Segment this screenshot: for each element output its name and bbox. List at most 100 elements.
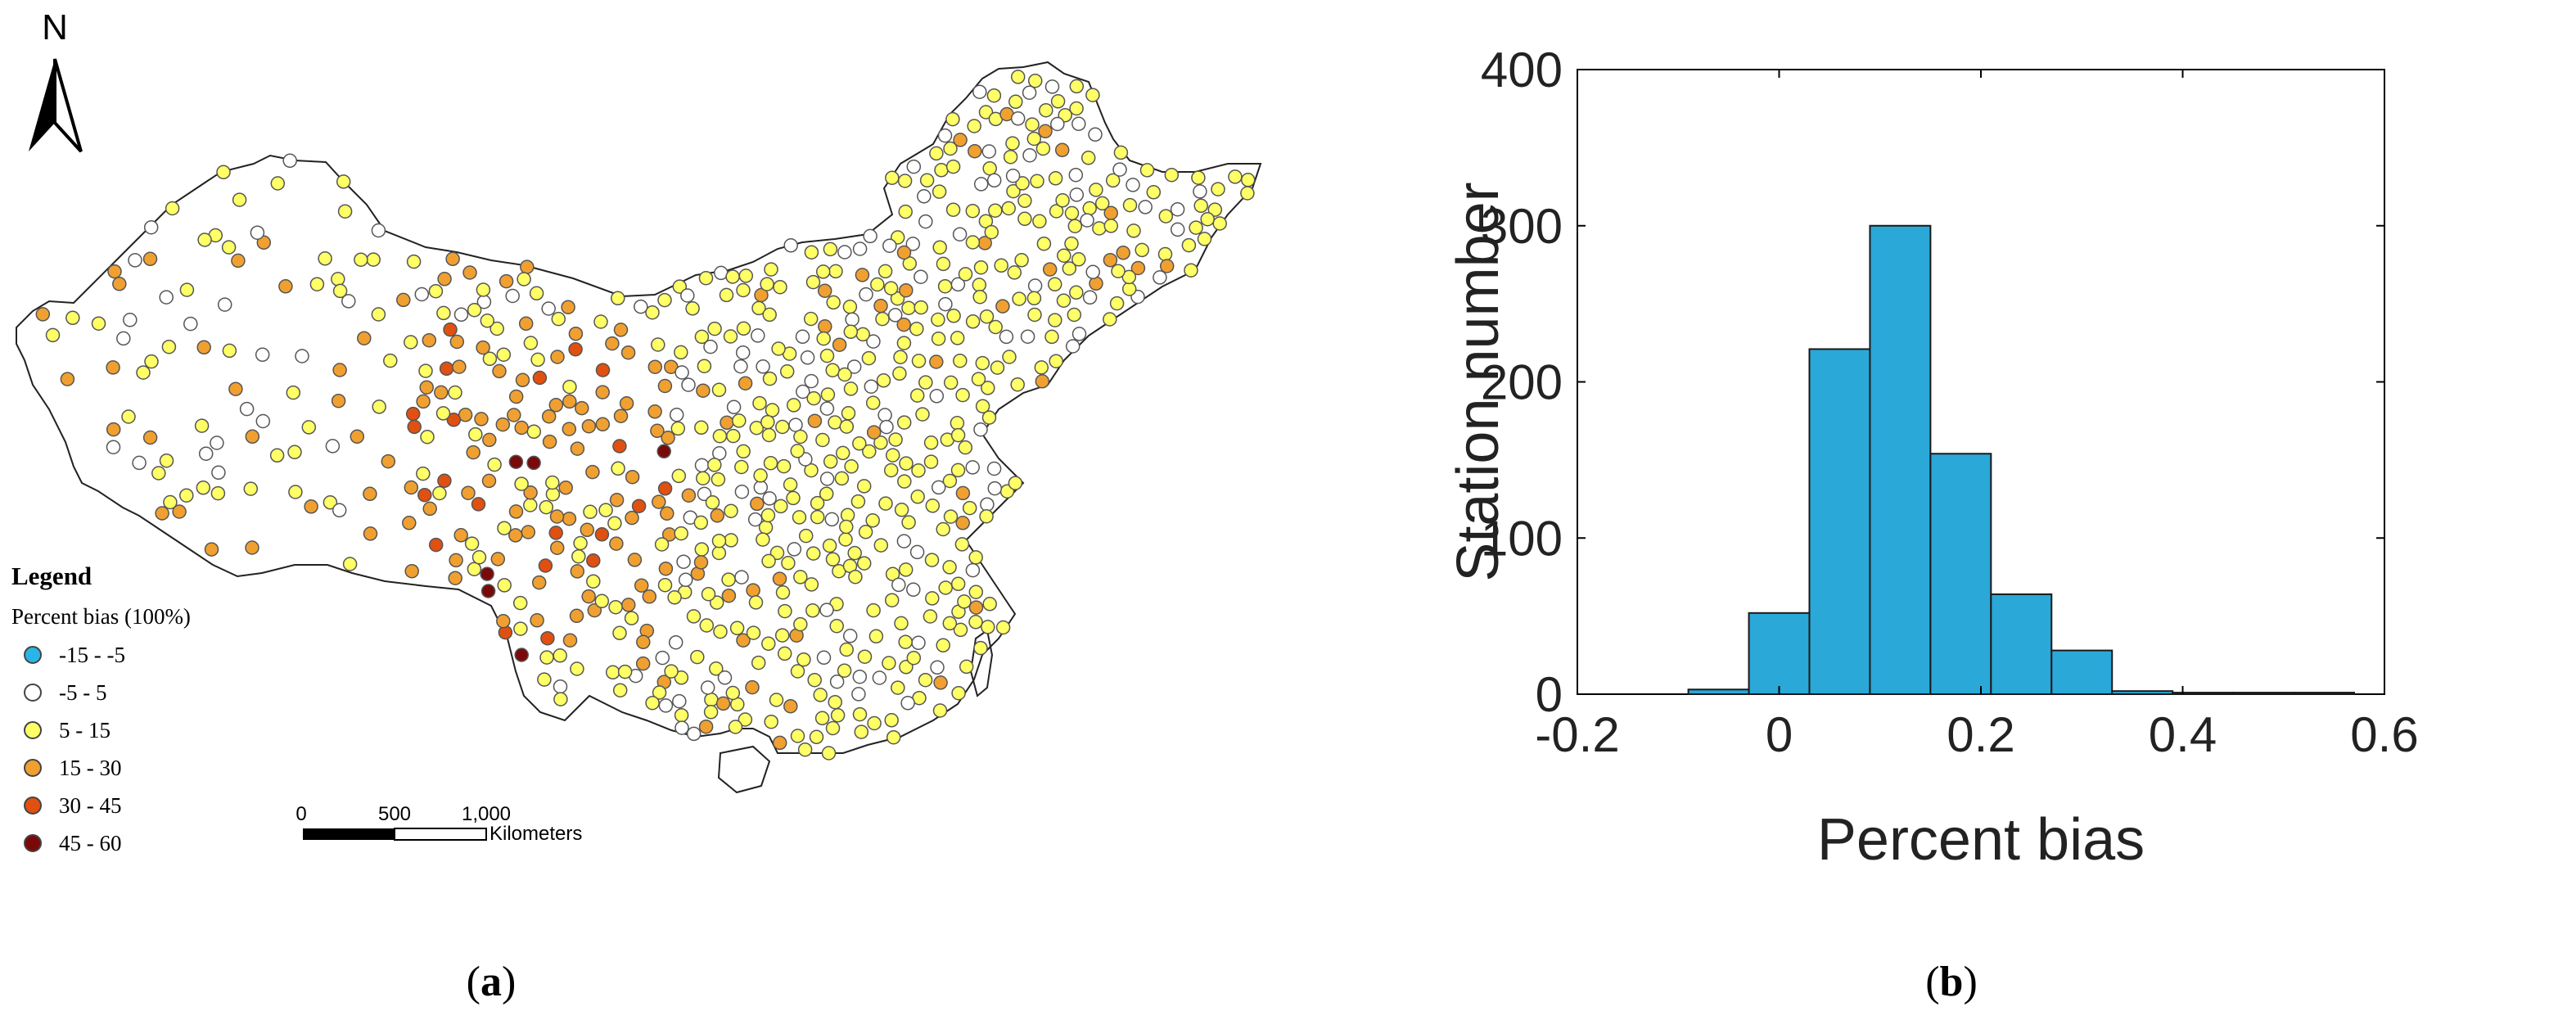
station-point [971,372,986,386]
station-point [738,376,753,390]
station-point [405,406,421,422]
station-point [771,341,786,356]
station-point [772,735,787,751]
station-point [981,144,997,159]
station-point [878,496,893,511]
histogram-bar [1869,224,1932,695]
station-point [513,621,528,636]
scale-tick-500: 500 [378,803,411,825]
station-point [674,707,689,723]
station-point [1207,202,1223,217]
station-point [539,650,554,665]
station-point [973,177,989,192]
station-point [607,516,622,530]
station-point [896,336,912,350]
station-point [1001,201,1016,216]
station-point [416,394,431,409]
station-point [508,389,524,404]
station-point [598,503,613,517]
station-point [965,314,981,329]
station-point [523,485,538,500]
station-point [231,253,246,269]
station-point [968,600,984,615]
station-point [795,329,810,345]
station-point [852,241,868,256]
station-point [707,321,722,336]
station-point [1088,127,1103,142]
station-point [820,387,836,402]
station-point [825,363,840,377]
station-point [879,419,894,435]
station-point [583,504,598,520]
station-point [1049,354,1063,368]
station-point [404,563,419,579]
station-point [865,513,880,528]
station-point [112,277,127,291]
station-point [656,444,671,459]
station-point [1027,278,1043,293]
station-point [981,620,995,634]
station-point [901,515,916,530]
station-point [816,650,832,666]
scale-unit: Kilometers [489,823,582,845]
x-axis-ticks: -0.2 0 0.2 0.4 0.6 [1535,70,2419,762]
station-point [748,595,764,610]
station-point [428,537,444,553]
station-point [724,533,738,548]
station-point [497,521,512,535]
station-point [245,540,259,555]
station-point [925,499,941,513]
station-point [804,373,819,389]
station-point [179,488,194,503]
station-point [932,703,948,718]
station-point [658,698,674,713]
legend-subtitle: Percent bias (100%) [11,604,191,629]
station-point [651,337,665,352]
station-point [1071,252,1086,267]
station-point [1035,141,1051,156]
station-point [775,585,791,600]
map-legend: Legend Percent bias (100%) -15 - -5 -5 - … [11,562,191,855]
histogram-bar [1808,348,1871,695]
station-point [523,498,538,512]
station-point [407,419,422,435]
station-point [861,350,877,366]
station-point [443,322,458,337]
station-point [612,683,628,697]
station-point [464,536,480,551]
station-point [657,577,673,593]
station-point [725,685,741,701]
station-point [936,256,951,272]
station-point [1010,377,1025,392]
station-point [1089,183,1103,197]
station-point [217,297,232,312]
station-point [196,481,211,495]
station-point [686,726,702,742]
station-point [553,692,568,706]
station-point [1103,252,1118,268]
station-point [594,593,610,609]
station-point [667,590,682,605]
station-point [514,420,529,436]
station-point [255,347,270,363]
map-canvas: N Legend Percent bias (100%) -15 - -5 -5 … [11,7,1262,1005]
station-point [1003,149,1018,165]
station-point [945,159,961,174]
station-point [396,292,411,308]
station-point [950,463,966,478]
station-point [143,219,159,235]
scale-tick-1000: 1,000 [462,803,511,825]
station-point [837,663,852,678]
station-point [839,642,854,657]
station-point [210,485,226,501]
station-point [762,491,777,506]
station-point [896,317,911,332]
station-point [545,475,560,490]
station-point [1130,260,1146,276]
legend-label: 5 - 15 [59,718,111,742]
station-point [1044,329,1059,345]
station-point [972,84,987,99]
station-point [1005,136,1020,151]
station-point [751,328,765,343]
station-point [893,350,908,364]
